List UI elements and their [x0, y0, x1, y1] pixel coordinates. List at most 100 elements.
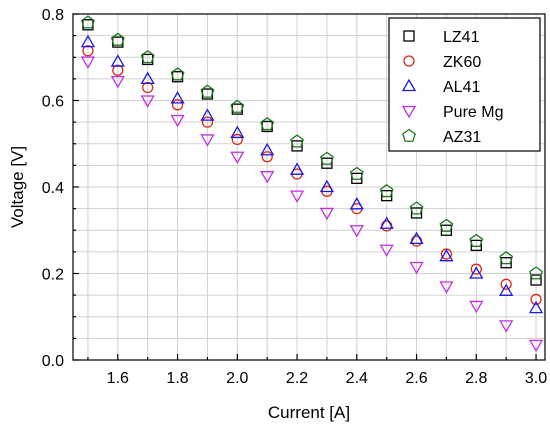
data-point [499, 283, 514, 296]
data-point [319, 207, 335, 221]
legend-marker [401, 105, 417, 119]
data-point [439, 281, 454, 294]
data-point [261, 151, 273, 163]
x-tick-label: 3.0 [525, 370, 547, 387]
legend-marker [403, 55, 415, 67]
data-point [351, 172, 363, 185]
x-tick-label: 2.4 [346, 370, 368, 387]
data-points [80, 15, 544, 353]
data-point [80, 34, 96, 48]
x-tick-labels: 1.6 1.8 2.0 2.2 2.4 2.6 2.8 3.0 [107, 370, 548, 387]
series-pure-mg [80, 56, 544, 353]
data-point [110, 32, 125, 46]
data-point [110, 54, 125, 67]
legend-label: AL41 [443, 79, 480, 96]
data-point [409, 261, 424, 275]
data-point [289, 162, 305, 175]
data-point [470, 263, 482, 275]
y-tick-label: 0.0 [42, 353, 64, 370]
series-al41 [80, 34, 544, 314]
data-point [142, 81, 154, 94]
legend: LZ41 ZK60 AL41 Pure Mg AZ31 [388, 17, 541, 152]
data-point [170, 91, 185, 104]
legend-label: LZ41 [443, 29, 480, 46]
data-point [409, 231, 424, 245]
data-point [439, 248, 454, 262]
data-point [528, 339, 544, 353]
legend-label: ZK60 [443, 54, 481, 71]
data-point [349, 225, 364, 238]
y-axis-label: Voltage [V] [8, 146, 27, 228]
data-point [379, 216, 394, 229]
x-tick-label: 1.8 [166, 370, 188, 387]
data-point [439, 218, 454, 232]
data-point [349, 196, 364, 210]
y-tick-label: 0.4 [42, 180, 64, 197]
y-tick-label: 0.6 [42, 94, 64, 111]
data-point [379, 184, 394, 198]
x-axis-label: Current [A] [268, 403, 350, 422]
data-point [289, 190, 305, 203]
data-point [529, 266, 543, 280]
data-point [469, 300, 484, 314]
data-point [469, 233, 484, 247]
data-point [230, 125, 245, 139]
x-tick-label: 1.6 [107, 370, 129, 387]
data-point [530, 274, 542, 286]
data-point [231, 133, 243, 146]
data-point [170, 67, 185, 81]
y-tick-label: 0.2 [42, 267, 64, 284]
data-point [140, 49, 155, 64]
data-point [112, 64, 124, 76]
data-point [260, 116, 275, 131]
data-point [201, 116, 214, 128]
data-point [110, 75, 125, 89]
data-point [528, 300, 544, 314]
data-point [530, 293, 542, 306]
data-point [321, 157, 333, 169]
data-point [140, 95, 155, 108]
data-point [319, 179, 335, 193]
x-tick-label: 2.2 [286, 370, 308, 387]
axis-ticks [73, 13, 537, 361]
data-point [200, 134, 215, 147]
data-point [290, 134, 304, 148]
data-point [260, 142, 275, 156]
data-point [349, 166, 364, 180]
data-point [440, 224, 453, 236]
data-point [200, 84, 215, 98]
data-point [230, 99, 245, 113]
data-point [499, 320, 514, 333]
legend-marker [402, 128, 416, 142]
data-point [469, 266, 484, 279]
y-tick-labels: 0.0 0.2 0.4 0.6 0.8 [42, 7, 64, 370]
data-point [171, 99, 184, 111]
data-point [381, 189, 393, 202]
data-point [470, 239, 482, 252]
data-point [319, 151, 334, 165]
legend-marker [401, 78, 417, 92]
data-point [499, 251, 514, 265]
x-tick-label: 2.8 [465, 370, 487, 387]
data-point [379, 244, 394, 258]
data-point [170, 114, 185, 128]
legend-label: AZ31 [443, 129, 481, 146]
data-point [500, 278, 512, 290]
data-point [410, 207, 423, 219]
data-point [260, 171, 275, 184]
data-point [140, 71, 155, 85]
x-tick-label: 2.6 [405, 370, 427, 387]
legend-label: Pure Mg [443, 104, 503, 121]
data-point [291, 140, 303, 152]
data-point [80, 56, 96, 69]
data-point [82, 45, 94, 57]
series-az31 [80, 15, 543, 280]
data-point [200, 108, 215, 121]
data-point [500, 257, 512, 269]
data-point [80, 15, 95, 29]
legend-marker [403, 30, 415, 42]
data-point [230, 151, 245, 165]
x-tick-label: 2.0 [226, 370, 248, 387]
y-tick-label: 0.8 [42, 7, 64, 24]
